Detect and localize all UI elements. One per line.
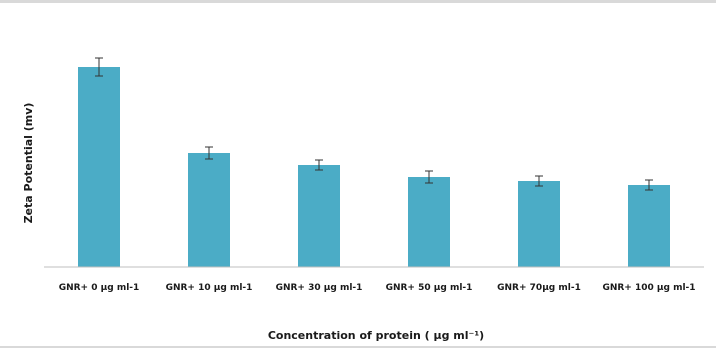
bar-3 [408, 177, 450, 267]
bar-1 [188, 153, 230, 267]
y-axis-title: Zeta Potential (mv) [22, 103, 35, 224]
error-bar-3 [425, 170, 433, 184]
error-bar-0 [95, 57, 103, 77]
x-tick-label-0: GNR+ 0 μg ml-1 [59, 283, 140, 293]
bar-chart: GNR+ 0 μg ml-1 GNR+ 10 μg ml-1 GNR+ 30 μg … [22, 57, 704, 342]
bars-group [78, 67, 670, 267]
x-tick-label-4: GNR+ 70μg ml-1 [497, 283, 581, 293]
error-bar-4 [535, 175, 543, 187]
bar-0 [78, 67, 120, 267]
x-tick-label-2: GNR+ 30 μg ml-1 [276, 283, 363, 293]
x-tick-label-1: GNR+ 10 μg ml-1 [166, 283, 253, 293]
error-bar-1 [205, 146, 213, 160]
x-axis-title: Concentration of protein ( μg ml⁻¹) [268, 329, 484, 342]
bar-4 [518, 181, 560, 267]
error-bar-5 [645, 179, 653, 191]
x-tick-labels: GNR+ 0 μg ml-1 GNR+ 10 μg ml-1 GNR+ 30 μg … [59, 283, 696, 293]
error-bar-2 [315, 159, 323, 171]
error-bars-group [95, 57, 653, 191]
bar-2 [298, 165, 340, 267]
bar-5 [628, 185, 670, 267]
x-tick-label-5: GNR+ 100 μg ml-1 [602, 283, 695, 293]
x-tick-label-3: GNR+ 50 μg ml-1 [386, 283, 473, 293]
